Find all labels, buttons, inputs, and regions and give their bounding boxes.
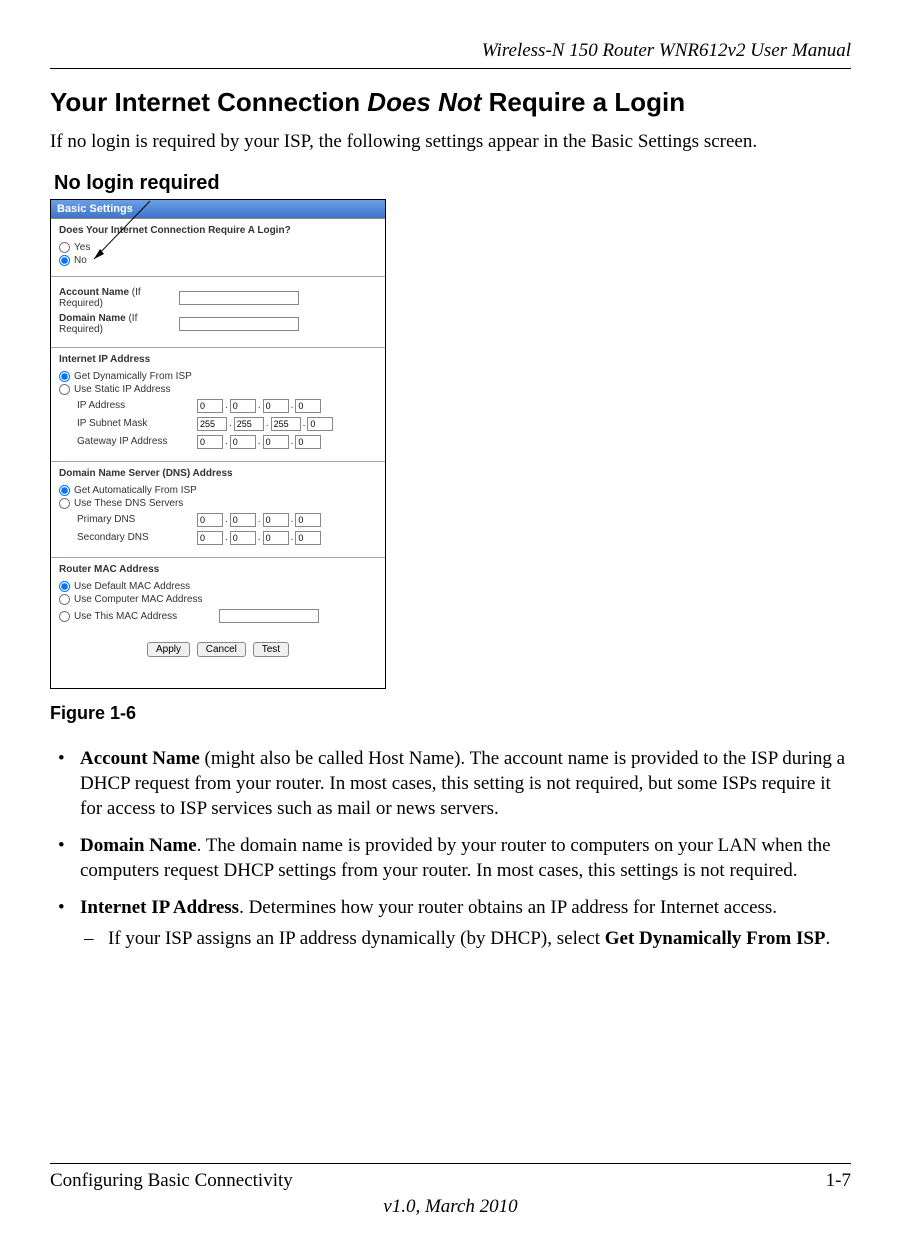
apply-button[interactable]: Apply [147,642,190,657]
ip-section-heading: Internet IP Address [59,354,377,365]
bullet-domain-name: Domain Name. The domain name is provided… [50,833,851,883]
header-rule [50,68,851,69]
dns-pri-o4[interactable] [295,513,321,527]
radio-yes-label: Yes [74,242,90,253]
radio-ip-static[interactable]: Use Static IP Address [59,384,377,395]
dns-primary-label: Primary DNS [77,514,197,525]
radio-no-label: No [74,255,87,266]
bullet-internet-ip-text: . Determines how your router obtains an … [239,897,777,918]
running-header: Wireless-N 150 Router WNR612v2 User Manu… [50,40,851,62]
heading-pre: Your Internet Connection [50,87,367,117]
heading-em: Does Not [367,87,481,117]
radio-ip-static-input[interactable] [59,384,70,395]
radio-mac-default-label: Use Default MAC Address [74,581,190,592]
screenshot-titlebar: Basic Settings [51,200,385,219]
callout-label: No login required [54,172,851,195]
dns-sec-o3[interactable] [263,531,289,545]
ip-gw-o2[interactable] [230,435,256,449]
ip-addr-o2[interactable] [230,399,256,413]
heading-post: Require a Login [481,87,685,117]
ip-mask-label: IP Subnet Mask [77,418,197,429]
bullet-account-name: Account Name (might also be called Host … [50,746,851,821]
sub-bullet-list: If your ISP assigns an IP address dynami… [80,926,851,951]
section-heading: Your Internet Connection Does Not Requir… [50,87,851,118]
radio-dns-use-input[interactable] [59,498,70,509]
radio-yes-input[interactable] [59,242,70,253]
page-footer: Configuring Basic Connectivity 1-7 v1.0,… [50,1163,851,1218]
dns-sec-o1[interactable] [197,531,223,545]
footer-left: Configuring Basic Connectivity [50,1170,293,1192]
footer-rule [50,1163,851,1164]
radio-no-input[interactable] [59,255,70,266]
radio-ip-static-label: Use Static IP Address [74,384,171,395]
dns-pri-o2[interactable] [230,513,256,527]
sub-bullet-dhcp-pre: If your ISP assigns an IP address dynami… [108,928,605,949]
dns-pri-o1[interactable] [197,513,223,527]
radio-dns-auto[interactable]: Get Automatically From ISP [59,485,377,496]
cancel-button[interactable]: Cancel [197,642,246,657]
ip-mask-o2[interactable] [234,417,264,431]
bullet-domain-name-term: Domain Name [80,835,197,856]
account-name-input[interactable] [179,291,299,305]
radio-ip-dynamic-input[interactable] [59,371,70,382]
test-button[interactable]: Test [253,642,289,657]
ip-gw-o4[interactable] [295,435,321,449]
ip-addr-o3[interactable] [263,399,289,413]
footer-center: v1.0, March 2010 [50,1196,851,1218]
radio-mac-computer-label: Use Computer MAC Address [74,594,202,605]
sub-bullet-dhcp-post: . [826,928,831,949]
dns-pri-o3[interactable] [263,513,289,527]
radio-mac-default[interactable]: Use Default MAC Address [59,581,377,592]
dns-sec-o2[interactable] [230,531,256,545]
radio-dns-use-label: Use These DNS Servers [74,498,183,509]
radio-ip-dynamic[interactable]: Get Dynamically From ISP [59,371,377,382]
ip-mask-o4[interactable] [307,417,333,431]
dns-section-heading: Domain Name Server (DNS) Address [59,468,377,479]
bullet-internet-ip: Internet IP Address. Determines how your… [50,895,851,951]
radio-mac-computer-input[interactable] [59,594,70,605]
ip-addr-o4[interactable] [295,399,321,413]
ip-addr-o1[interactable] [197,399,223,413]
ip-gw-label: Gateway IP Address [77,436,197,447]
radio-mac-this[interactable]: Use This MAC Address [59,611,219,622]
mac-section-heading: Router MAC Address [59,564,377,575]
intro-paragraph: If no login is required by your ISP, the… [50,130,851,154]
ip-mask-o3[interactable] [271,417,301,431]
radio-mac-this-label: Use This MAC Address [74,611,177,622]
radio-mac-this-input[interactable] [59,611,70,622]
figure-caption: Figure 1-6 [50,703,851,724]
radio-dns-use[interactable]: Use These DNS Servers [59,498,377,509]
dns-sec-o4[interactable] [295,531,321,545]
radio-yes[interactable]: Yes [59,242,377,253]
footer-right: 1-7 [826,1170,851,1192]
screenshot-container: Basic Settings Does Your Internet Connec… [50,199,386,689]
ip-gw-o1[interactable] [197,435,223,449]
bullet-internet-ip-term: Internet IP Address [80,897,239,918]
domain-name-label: Domain Name (If Required) [59,313,179,335]
sub-bullet-dhcp: If your ISP assigns an IP address dynami… [80,926,851,951]
bullet-account-name-term: Account Name [80,748,200,769]
bullet-list: Account Name (might also be called Host … [50,746,851,952]
account-name-label: Account Name (If Required) [59,287,179,309]
ip-address-label: IP Address [77,400,197,411]
basic-settings-screenshot: Basic Settings Does Your Internet Connec… [50,199,386,689]
radio-mac-default-input[interactable] [59,581,70,592]
radio-ip-dynamic-label: Get Dynamically From ISP [74,371,192,382]
dns-secondary-label: Secondary DNS [77,532,197,543]
radio-mac-computer[interactable]: Use Computer MAC Address [59,594,377,605]
mac-this-input[interactable] [219,609,319,623]
sub-bullet-dhcp-term: Get Dynamically From ISP [605,928,826,949]
radio-no[interactable]: No [59,255,377,266]
ip-mask-o1[interactable] [197,417,227,431]
ip-gw-o3[interactable] [263,435,289,449]
domain-name-input[interactable] [179,317,299,331]
login-question: Does Your Internet Connection Require A … [59,225,377,236]
radio-dns-auto-label: Get Automatically From ISP [74,485,197,496]
radio-dns-auto-input[interactable] [59,485,70,496]
